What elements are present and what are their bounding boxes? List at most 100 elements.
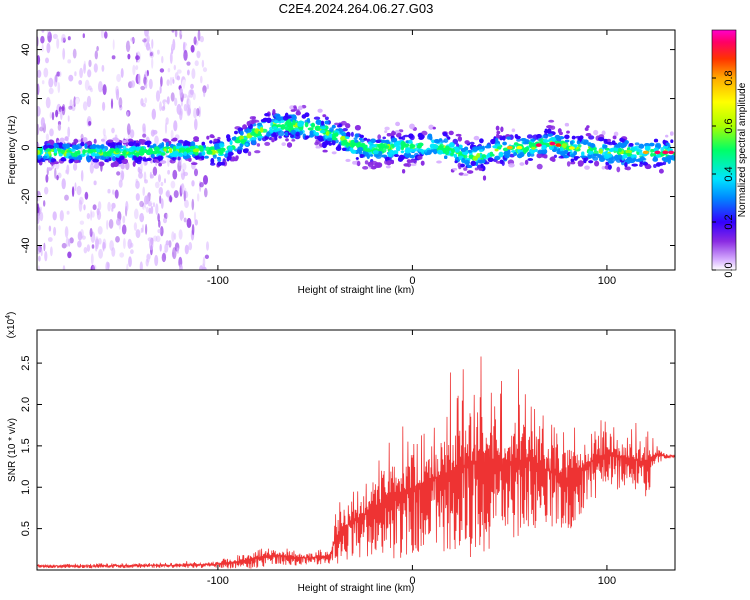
bottom-y-axis-label: SNR (10 * v/v) bbox=[7, 418, 18, 482]
noise-cell bbox=[61, 242, 67, 249]
noise-cell bbox=[52, 33, 58, 40]
band-cell bbox=[650, 148, 654, 153]
noise-cell bbox=[172, 38, 176, 51]
colorbar-tick-label: 0.2 bbox=[723, 214, 735, 229]
noise-cell bbox=[201, 59, 205, 68]
noise-cell bbox=[155, 203, 159, 215]
band-cell bbox=[587, 154, 592, 159]
noise-cell bbox=[126, 111, 129, 117]
noise-cell bbox=[114, 189, 119, 199]
noise-cell bbox=[152, 166, 158, 176]
noise-cell bbox=[119, 170, 124, 182]
band-cell bbox=[329, 127, 334, 133]
noise-cell bbox=[65, 214, 71, 224]
band-cell bbox=[217, 161, 222, 167]
band-cell bbox=[63, 147, 67, 151]
peak-cell bbox=[568, 146, 575, 150]
band-cell bbox=[341, 140, 346, 146]
band-cell bbox=[107, 150, 112, 154]
band-cell bbox=[597, 137, 605, 142]
noise-cell bbox=[163, 217, 167, 224]
colorbar-tick-label: 0.6 bbox=[723, 118, 735, 133]
band-cell bbox=[470, 160, 477, 166]
band-cell bbox=[584, 127, 589, 131]
band-cell bbox=[251, 119, 255, 125]
peak-cell bbox=[555, 143, 562, 147]
band-cell bbox=[282, 115, 289, 121]
band-cell bbox=[77, 150, 81, 155]
noise-cell bbox=[181, 79, 187, 90]
noise-cell bbox=[89, 227, 93, 238]
band-cell bbox=[172, 145, 177, 152]
noise-cell bbox=[116, 171, 121, 176]
noise-cell bbox=[166, 79, 170, 86]
band-cell bbox=[209, 134, 215, 138]
snr-line-series bbox=[37, 356, 675, 569]
noise-cell bbox=[206, 83, 209, 90]
noise-cell bbox=[130, 80, 136, 88]
noise-cell bbox=[102, 101, 106, 111]
band-cell bbox=[272, 126, 278, 130]
band-cell bbox=[602, 144, 608, 149]
band-cell bbox=[334, 132, 339, 137]
noise-cell bbox=[91, 244, 95, 249]
band-cell bbox=[541, 155, 547, 158]
band-cell bbox=[162, 138, 168, 142]
noise-cell bbox=[157, 213, 160, 222]
peak-cell bbox=[668, 150, 675, 155]
band-cell bbox=[319, 129, 326, 134]
noise-cell bbox=[144, 71, 148, 80]
band-cell bbox=[46, 144, 52, 148]
band-cell bbox=[59, 137, 65, 143]
noise-cell bbox=[107, 262, 110, 269]
band-cell bbox=[670, 131, 674, 136]
band-cell bbox=[144, 141, 148, 145]
noise-cell bbox=[121, 170, 125, 181]
band-cell bbox=[345, 158, 351, 162]
band-cell bbox=[516, 138, 521, 142]
noise-cell bbox=[41, 80, 45, 85]
band-cell bbox=[201, 155, 205, 160]
band-cell bbox=[233, 157, 238, 162]
band-cell bbox=[84, 143, 88, 150]
noise-cell bbox=[169, 86, 175, 92]
band-cell bbox=[489, 153, 495, 157]
noise-cell bbox=[37, 123, 40, 136]
band-cell bbox=[601, 166, 606, 170]
noise-cell bbox=[71, 186, 75, 198]
band-cell bbox=[511, 128, 516, 133]
band-cell bbox=[82, 137, 88, 143]
band-cell bbox=[625, 166, 631, 171]
band-cell bbox=[588, 160, 594, 164]
band-cell bbox=[87, 149, 94, 154]
band-cell bbox=[77, 139, 81, 143]
band-cell bbox=[317, 135, 324, 141]
noise-cell bbox=[172, 79, 175, 84]
band-cell bbox=[384, 130, 388, 134]
noise-cell bbox=[37, 55, 41, 65]
noise-cell bbox=[41, 30, 45, 33]
band-cell bbox=[165, 141, 169, 147]
noise-cell bbox=[92, 204, 97, 211]
band-cell bbox=[403, 163, 410, 167]
band-cell bbox=[400, 156, 404, 160]
noise-cell bbox=[160, 76, 163, 87]
noise-cell bbox=[45, 133, 50, 142]
bottom-x-tick-label: 0 bbox=[409, 575, 415, 587]
band-cell bbox=[494, 148, 499, 152]
band-cell bbox=[594, 160, 600, 167]
band-cell bbox=[527, 151, 531, 157]
band-cell bbox=[427, 133, 433, 138]
peak-cell bbox=[642, 150, 649, 155]
band-cell bbox=[117, 142, 122, 146]
band-cell bbox=[256, 143, 261, 147]
band-cell bbox=[391, 131, 395, 136]
band-cell bbox=[593, 153, 599, 157]
noise-cell bbox=[67, 126, 71, 138]
band-cell bbox=[496, 130, 501, 135]
noise-cell bbox=[43, 200, 46, 207]
noise-cell bbox=[159, 243, 162, 252]
band-cell bbox=[277, 130, 285, 137]
band-cell bbox=[472, 146, 479, 152]
band-cell bbox=[160, 152, 166, 156]
